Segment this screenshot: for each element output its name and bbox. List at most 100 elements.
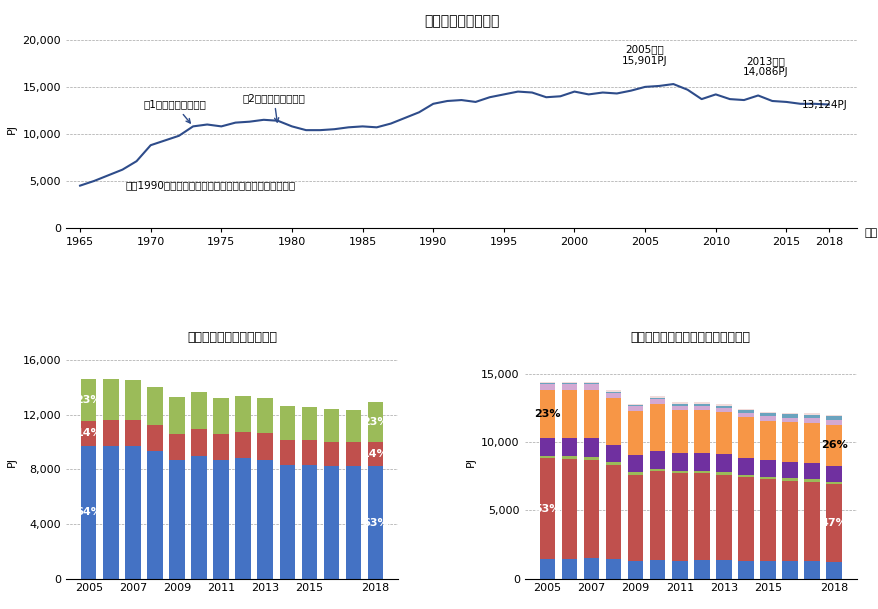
Bar <box>257 460 272 579</box>
Bar <box>583 390 599 438</box>
Bar <box>716 560 730 579</box>
Bar <box>539 384 555 390</box>
Text: 23%: 23% <box>362 417 388 427</box>
Bar <box>605 465 621 560</box>
Bar <box>738 413 752 417</box>
Bar <box>759 477 775 479</box>
Bar <box>235 432 250 458</box>
Bar <box>803 463 819 479</box>
Bar <box>738 477 752 561</box>
Bar <box>367 466 383 579</box>
Bar <box>279 465 295 579</box>
Bar <box>781 481 797 561</box>
Bar <box>561 390 577 438</box>
Bar <box>738 457 752 474</box>
Bar <box>583 384 599 390</box>
Text: 14%: 14% <box>76 428 102 438</box>
Text: 64%: 64% <box>76 507 102 517</box>
Bar <box>367 401 383 442</box>
Bar <box>694 560 709 579</box>
Bar <box>825 420 841 424</box>
Bar <box>650 471 665 560</box>
Text: 2013年度
14,086PJ: 2013年度 14,086PJ <box>742 56 787 77</box>
Bar <box>759 412 775 414</box>
Bar <box>323 442 339 466</box>
Y-axis label: PJ: PJ <box>7 457 17 467</box>
Bar <box>81 421 97 446</box>
Bar <box>125 379 140 420</box>
Text: 2005年度
15,901PJ: 2005年度 15,901PJ <box>622 44 667 66</box>
Bar <box>627 455 643 472</box>
Bar <box>125 446 140 579</box>
Bar <box>738 474 752 477</box>
Bar <box>803 479 819 482</box>
Text: 23%: 23% <box>76 395 102 405</box>
Bar <box>345 410 361 442</box>
Y-axis label: PJ: PJ <box>465 457 475 467</box>
Bar <box>539 458 555 560</box>
Bar <box>694 406 709 410</box>
Bar <box>213 398 228 434</box>
Bar <box>561 456 577 459</box>
Bar <box>323 409 339 442</box>
Text: 注）1990年度以降、数値の算出方法が変更されている。: 注）1990年度以降、数値の算出方法が変更されている。 <box>125 180 295 191</box>
Bar <box>627 404 643 405</box>
Bar <box>694 410 709 453</box>
Bar <box>125 420 140 446</box>
Bar <box>825 482 841 484</box>
Bar <box>803 561 819 579</box>
Bar <box>759 561 775 579</box>
Bar <box>803 415 819 418</box>
Bar <box>738 410 752 413</box>
Bar <box>235 458 250 579</box>
Bar <box>561 438 577 456</box>
Bar <box>694 403 709 404</box>
Bar <box>716 412 730 454</box>
Bar <box>605 392 621 393</box>
Bar <box>650 404 665 451</box>
Bar <box>81 446 97 579</box>
Bar <box>169 398 184 434</box>
Bar <box>191 456 206 579</box>
Bar <box>367 442 383 466</box>
Text: 23%: 23% <box>534 409 560 419</box>
Bar <box>781 422 797 462</box>
Bar <box>561 558 577 579</box>
Bar <box>561 383 577 384</box>
Bar <box>738 561 752 579</box>
Bar <box>781 462 797 478</box>
Bar <box>147 426 162 451</box>
Bar <box>803 418 819 423</box>
Bar <box>650 398 665 400</box>
Bar <box>561 382 577 383</box>
Bar <box>539 390 555 438</box>
Bar <box>627 405 643 406</box>
Bar <box>650 451 665 468</box>
Bar <box>605 462 621 465</box>
Bar <box>539 456 555 458</box>
Bar <box>605 398 621 445</box>
Bar <box>825 415 841 416</box>
Bar <box>694 453 709 471</box>
Bar <box>213 460 228 579</box>
Text: 年度: 年度 <box>863 228 876 238</box>
Bar <box>803 482 819 561</box>
Bar <box>583 438 599 457</box>
Bar <box>81 379 97 421</box>
Text: 第2次オイルショック: 第2次オイルショック <box>242 93 305 122</box>
Bar <box>583 383 599 384</box>
Bar <box>650 396 665 398</box>
Bar <box>213 434 228 460</box>
Bar <box>716 472 730 474</box>
Bar <box>825 562 841 579</box>
Bar <box>781 561 797 579</box>
Bar <box>191 429 206 456</box>
Bar <box>605 560 621 579</box>
Bar <box>345 466 361 579</box>
Bar <box>650 560 665 579</box>
Bar <box>803 423 819 463</box>
Bar <box>759 460 775 477</box>
Bar <box>694 404 709 406</box>
Bar <box>147 387 162 426</box>
Bar <box>672 471 687 473</box>
